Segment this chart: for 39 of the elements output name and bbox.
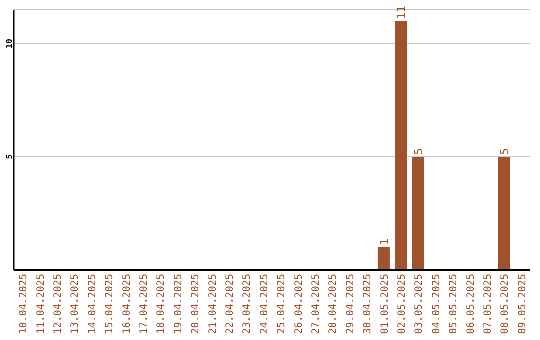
x-tick-label: 30.04.2025 — [362, 274, 374, 334]
x-tick-label: 10.04.2025 — [18, 274, 30, 334]
bar — [498, 156, 510, 270]
x-tick-label: 21.04.2025 — [208, 274, 219, 334]
x-tick-label: 22.04.2025 — [225, 274, 236, 334]
data-label: 5 — [498, 148, 512, 155]
x-tick-label: 15.04.2025 — [104, 274, 116, 334]
x-tick-label: 11.04.2025 — [36, 274, 47, 334]
data-label: 1 — [378, 238, 391, 246]
x-tick-label: 18.04.2025 — [156, 274, 168, 334]
x-tick-label: 07.05.2025 — [483, 274, 494, 334]
x-tick-label: 05.05.2025 — [448, 274, 460, 334]
x-tick-label: 02.05.2025 — [397, 274, 408, 334]
x-tick-label: 24.04.2025 — [259, 274, 270, 334]
x-tick-label: 29.04.2025 — [345, 274, 356, 334]
data-label: 5 — [412, 148, 426, 155]
x-tick-label: 03.05.2025 — [414, 274, 426, 334]
x-tick-label: 01.05.2025 — [380, 274, 391, 334]
x-tick-label: 19.04.2025 — [173, 274, 184, 334]
x-tick-label: 27.04.2025 — [311, 274, 322, 334]
x-tick-label: 14.04.2025 — [87, 274, 98, 334]
x-tick-label: 26.04.2025 — [294, 274, 305, 334]
x-tick-label: 06.05.2025 — [466, 274, 477, 334]
x-tick-label: 12.04.2025 — [53, 274, 64, 334]
x-tick-label: 08.05.2025 — [500, 274, 512, 334]
x-tick-label: 09.05.2025 — [517, 274, 528, 334]
bar — [412, 156, 424, 270]
x-tick-label: 16.04.2025 — [122, 274, 133, 334]
x-tick-label: 25.04.2025 — [276, 274, 288, 334]
bar — [378, 247, 390, 270]
bar — [395, 21, 408, 270]
x-tick-label: 13.04.2025 — [70, 274, 82, 334]
x-tick-label: 17.04.2025 — [139, 274, 150, 334]
x-tick-label: 28.04.2025 — [328, 274, 340, 334]
x-tick-label: 20.04.2025 — [190, 274, 202, 334]
x-tick-label: 04.05.2025 — [431, 274, 442, 334]
x-tick-label: 23.04.2025 — [242, 274, 254, 334]
y-tick-label: 10 — [5, 38, 14, 49]
data-label: 11 — [395, 6, 408, 20]
